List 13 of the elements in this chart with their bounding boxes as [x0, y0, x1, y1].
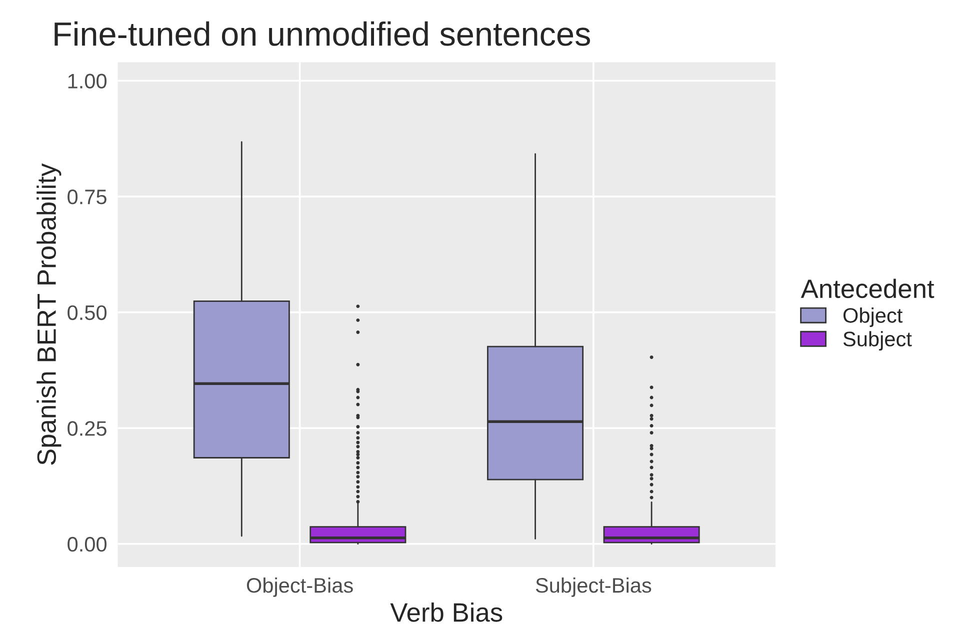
legend-title: Antecedent [800, 278, 934, 298]
legend-label: Object [843, 308, 903, 327]
y-axis-title: Spanish BERT Probability [36, 163, 62, 465]
y-tick-label: 0.75 [68, 190, 106, 204]
x-tick-label: Object-Bias [246, 577, 353, 597]
legend-label: Subject [843, 331, 912, 351]
x-tick-label: Subject-Bias [536, 577, 652, 597]
y-tick-label: 1.00 [68, 74, 107, 89]
chart-title: Fine-tuned on unmodified sentences [54, 21, 590, 46]
y-tick-label: 0.50 [68, 305, 107, 320]
x-axis-title: Verb Bias [390, 602, 502, 622]
y-tick-label: 0.25 [68, 421, 106, 436]
y-tick-label: 0.00 [68, 536, 107, 552]
